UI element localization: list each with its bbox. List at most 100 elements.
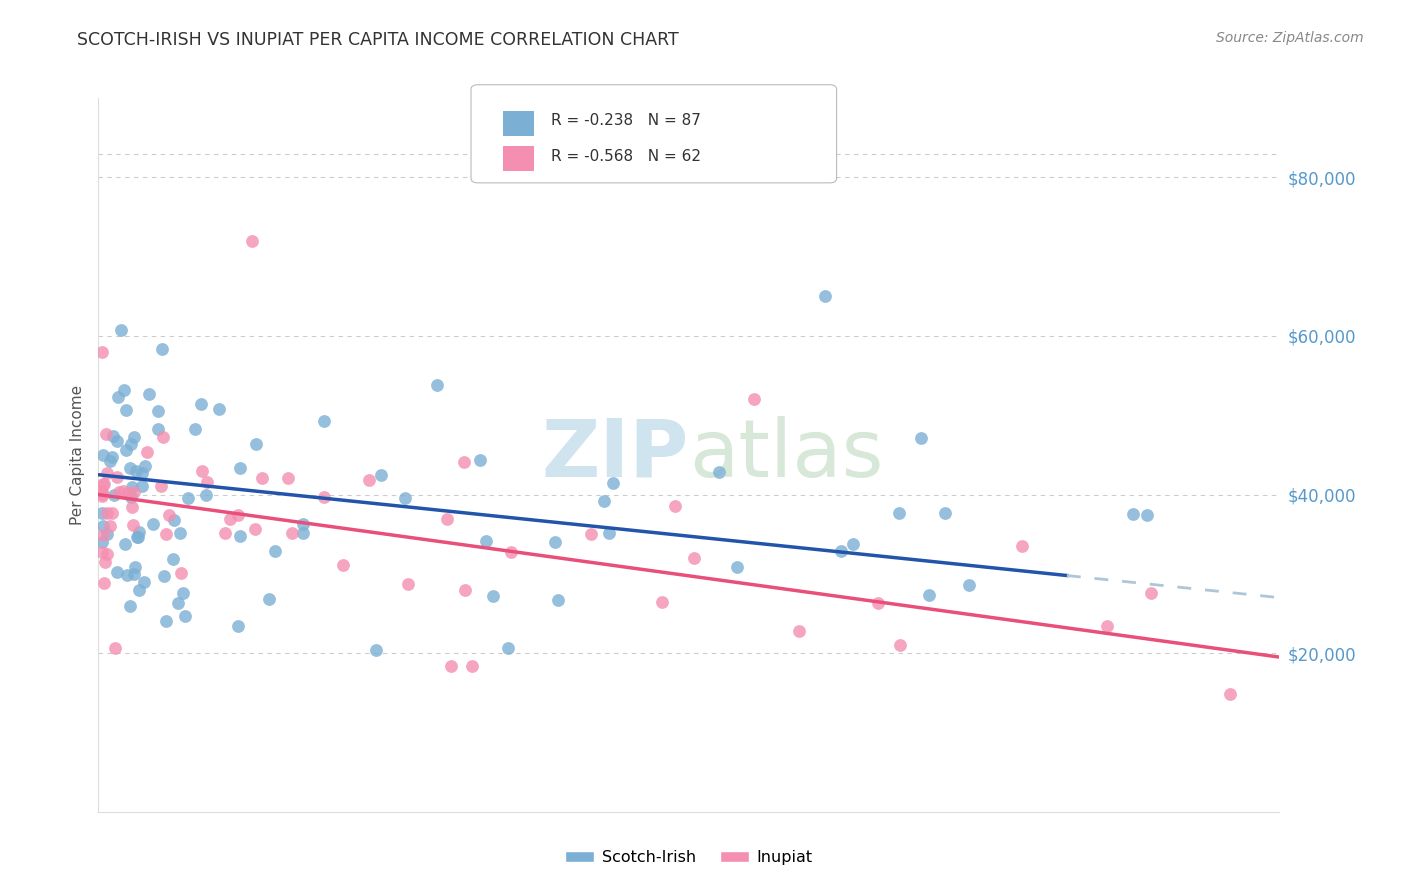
Point bbox=[183, 422, 205, 436]
Point bbox=[152, 430, 174, 444]
Point bbox=[112, 384, 135, 398]
Point bbox=[94, 555, 117, 569]
Point bbox=[1122, 507, 1144, 521]
Point bbox=[149, 479, 172, 493]
Point bbox=[602, 475, 624, 490]
Point bbox=[96, 466, 118, 480]
Point bbox=[651, 594, 673, 608]
Point bbox=[664, 499, 686, 513]
Point bbox=[136, 445, 159, 459]
Point bbox=[257, 592, 280, 607]
Point bbox=[122, 430, 145, 444]
Point bbox=[142, 517, 165, 532]
Point bbox=[131, 466, 153, 480]
Point bbox=[240, 234, 263, 248]
Point bbox=[91, 484, 114, 499]
Point bbox=[91, 477, 114, 491]
Point bbox=[98, 519, 121, 533]
Point bbox=[440, 659, 463, 673]
Point bbox=[208, 402, 231, 417]
Point bbox=[172, 586, 194, 600]
Point bbox=[292, 516, 315, 531]
Point bbox=[454, 582, 477, 597]
Point bbox=[152, 569, 174, 583]
Point bbox=[461, 658, 484, 673]
Point bbox=[114, 537, 136, 551]
Point bbox=[744, 392, 766, 407]
Text: SCOTCH-IRISH VS INUPIAT PER CAPITA INCOME CORRELATION CHART: SCOTCH-IRISH VS INUPIAT PER CAPITA INCOM… bbox=[77, 31, 679, 49]
Point bbox=[91, 519, 114, 533]
Point bbox=[124, 464, 146, 478]
Point bbox=[707, 465, 730, 479]
Point bbox=[889, 506, 911, 520]
Point bbox=[194, 488, 217, 502]
Point bbox=[170, 566, 193, 580]
Point bbox=[122, 485, 145, 500]
Point bbox=[787, 624, 810, 638]
Point bbox=[114, 443, 136, 458]
Point bbox=[93, 476, 115, 491]
Point bbox=[918, 588, 941, 602]
Point bbox=[1095, 619, 1118, 633]
Point bbox=[134, 458, 156, 473]
Point bbox=[544, 535, 567, 549]
Point bbox=[162, 552, 184, 566]
Point bbox=[91, 527, 114, 541]
Point bbox=[91, 486, 114, 500]
Point bbox=[121, 480, 143, 494]
Point bbox=[146, 404, 169, 418]
Point bbox=[115, 402, 138, 417]
Point bbox=[683, 551, 706, 566]
Point bbox=[245, 436, 267, 450]
Point bbox=[105, 565, 128, 579]
Point bbox=[889, 638, 911, 652]
Point bbox=[195, 475, 218, 489]
Point bbox=[107, 434, 129, 449]
Point bbox=[1011, 539, 1033, 553]
Point bbox=[101, 450, 124, 464]
Point bbox=[124, 560, 146, 574]
Point bbox=[173, 609, 195, 624]
Point bbox=[120, 490, 142, 504]
Point bbox=[117, 485, 139, 500]
Point bbox=[91, 535, 114, 549]
Point bbox=[91, 489, 114, 503]
Point bbox=[547, 592, 569, 607]
Point bbox=[138, 387, 160, 401]
Point bbox=[100, 506, 122, 520]
Point bbox=[128, 582, 150, 597]
Point bbox=[111, 484, 134, 499]
Point bbox=[229, 461, 252, 475]
Point bbox=[159, 508, 181, 523]
Point bbox=[243, 522, 266, 536]
Point bbox=[122, 517, 145, 532]
Point bbox=[91, 448, 114, 462]
Point bbox=[396, 577, 419, 591]
Point bbox=[866, 596, 889, 610]
Point bbox=[91, 506, 114, 520]
Point bbox=[332, 558, 354, 572]
Point bbox=[96, 527, 118, 541]
Text: R = -0.568   N = 62: R = -0.568 N = 62 bbox=[551, 149, 702, 163]
Point bbox=[910, 431, 932, 445]
Point bbox=[496, 641, 519, 656]
Point bbox=[598, 526, 620, 541]
Point bbox=[814, 289, 837, 303]
Point bbox=[453, 455, 475, 469]
Point bbox=[370, 467, 392, 482]
Point bbox=[957, 578, 980, 592]
Point bbox=[481, 589, 503, 603]
Point bbox=[219, 512, 242, 526]
Point bbox=[277, 471, 299, 485]
Point bbox=[593, 493, 616, 508]
Point bbox=[725, 560, 748, 574]
Point bbox=[366, 643, 388, 657]
Point bbox=[167, 596, 190, 610]
Point bbox=[96, 506, 118, 520]
Point bbox=[214, 525, 236, 540]
Point bbox=[101, 429, 124, 443]
Point bbox=[475, 533, 498, 548]
Point bbox=[842, 537, 865, 551]
Point bbox=[94, 427, 117, 442]
Point bbox=[131, 479, 153, 493]
